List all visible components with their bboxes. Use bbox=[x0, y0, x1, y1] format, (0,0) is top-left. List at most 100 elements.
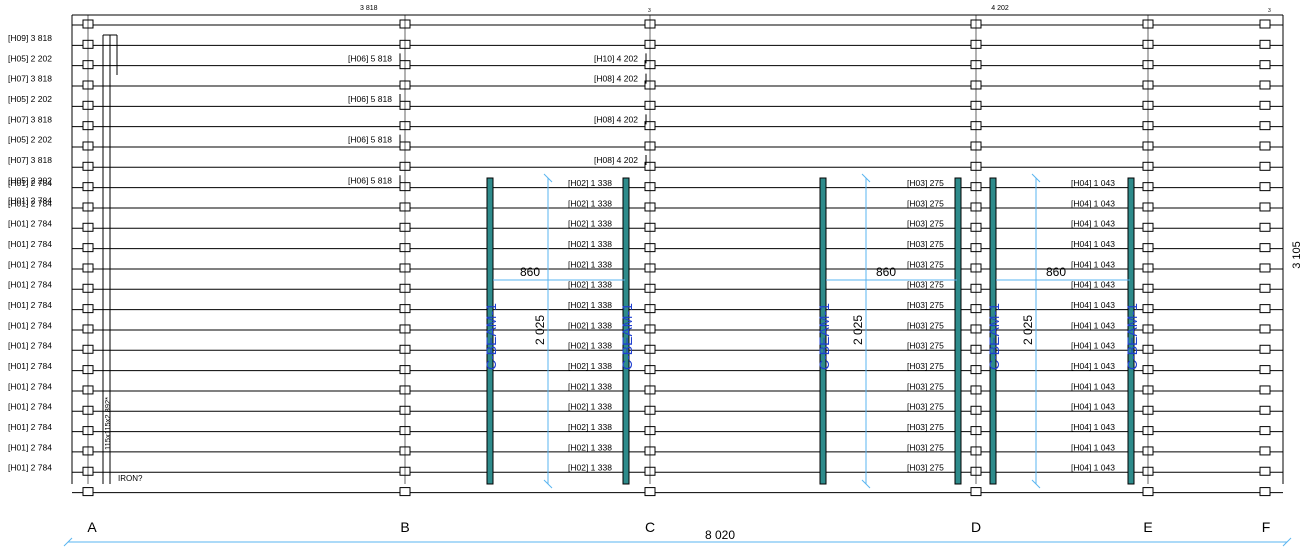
lower-row-label-d: [H03] 275 bbox=[907, 422, 944, 432]
lower-row-label-c: [H02] 1 338 bbox=[568, 320, 612, 330]
dim-tick bbox=[861, 173, 871, 183]
lower-row-label-e: [H04] 1 043 bbox=[1071, 361, 1115, 371]
lower-row-label-d: [H03] 275 bbox=[907, 320, 944, 330]
row-label-left: [H09] 3 818 bbox=[8, 33, 52, 43]
row-label-right: [H08] 4 202 bbox=[594, 114, 638, 124]
lower-row-label-left: [H01] 2 784 bbox=[8, 422, 52, 432]
lower-row-label-left: [H01] 2 784 bbox=[8, 463, 52, 473]
lower-row-label-e: [H04] 1 043 bbox=[1071, 402, 1115, 412]
joint-square bbox=[1259, 324, 1271, 334]
joint-square bbox=[1142, 487, 1154, 497]
joint-square bbox=[1259, 202, 1271, 212]
lower-row-label-left: [H01] 2 784 bbox=[8, 341, 52, 351]
row-label-mid: [H06] 5 818 bbox=[348, 175, 392, 185]
c-beam-label: C-BEAM-1 bbox=[483, 303, 499, 370]
right-dim: 3 105 bbox=[1291, 241, 1303, 269]
joint-square bbox=[1259, 487, 1271, 497]
joint-square bbox=[644, 487, 656, 497]
lower-row-label-left: [H01] 2 784 bbox=[8, 381, 52, 391]
row-label-mid: [H06] 5 818 bbox=[348, 94, 392, 104]
c-beam-member bbox=[1127, 177, 1135, 485]
joint-square bbox=[1259, 121, 1271, 131]
dim-tick bbox=[1282, 537, 1292, 547]
lower-row-label-left: [H01] 2 784 bbox=[8, 320, 52, 330]
joint-square bbox=[1259, 446, 1271, 456]
row-label-left: [H07] 3 818 bbox=[8, 114, 52, 124]
lower-row-label-d: [H03] 275 bbox=[907, 178, 944, 188]
joint-square bbox=[1259, 283, 1271, 293]
lower-row-label-c: [H02] 1 338 bbox=[568, 300, 612, 310]
lower-row-label-e: [H04] 1 043 bbox=[1071, 198, 1115, 208]
joint-square bbox=[82, 487, 94, 497]
lower-row-label-left: [H01] 2 784 bbox=[8, 442, 52, 452]
lower-row-label-left: [H01] 2 784 bbox=[8, 198, 52, 208]
opening-width-label: 860 bbox=[876, 265, 896, 279]
lower-row-label-c: [H02] 1 338 bbox=[568, 402, 612, 412]
row-label-left: [H01] 2 784 bbox=[8, 196, 52, 206]
c-beam-member bbox=[622, 177, 630, 485]
lower-row-label-d: [H03] 275 bbox=[907, 463, 944, 473]
lower-row-label-c: [H02] 1 338 bbox=[568, 422, 612, 432]
grid-label-d: D bbox=[971, 519, 981, 535]
row-label-right: [H08] 4 202 bbox=[594, 74, 638, 84]
lower-row-label-c: [H02] 1 338 bbox=[568, 280, 612, 290]
lower-row-label-c: [H02] 1 338 bbox=[568, 442, 612, 452]
lower-row-label-c: [H02] 1 338 bbox=[568, 341, 612, 351]
lower-row-label-c: [H02] 1 338 bbox=[568, 381, 612, 391]
joint-square bbox=[1259, 222, 1271, 232]
joint-square bbox=[1259, 19, 1271, 29]
row-label-left: [H07] 3 818 bbox=[8, 74, 52, 84]
joint-square bbox=[1259, 263, 1271, 273]
iron-note: IRON? bbox=[118, 474, 143, 483]
lower-row-label-d: [H03] 275 bbox=[907, 381, 944, 391]
c-beam-member bbox=[486, 177, 494, 485]
lower-row-label-d: [H03] 275 bbox=[907, 198, 944, 208]
dim-tick bbox=[1031, 479, 1041, 489]
lower-row-label-e: [H04] 1 043 bbox=[1071, 422, 1115, 432]
lower-row-label-e: [H04] 1 043 bbox=[1071, 280, 1115, 290]
opening-height-label: 2 025 bbox=[533, 315, 547, 345]
lower-row-label-e: [H04] 1 043 bbox=[1071, 463, 1115, 473]
opening-height-label: 2 025 bbox=[1021, 315, 1035, 345]
lower-row-label-left: [H01] 2 784 bbox=[8, 239, 52, 249]
lower-row-label-d: [H03] 275 bbox=[907, 239, 944, 249]
lower-row-label-e: [H04] 1 043 bbox=[1071, 259, 1115, 269]
lower-row-label-c: [H02] 1 338 bbox=[568, 259, 612, 269]
row-label-mid: [H06] 5 818 bbox=[348, 135, 392, 145]
joint-square bbox=[1259, 80, 1271, 90]
row-label-left: [H05] 2 202 bbox=[8, 94, 52, 104]
c-beam-member bbox=[819, 177, 827, 485]
top-dim-small-right: 3 bbox=[1268, 8, 1271, 14]
grid-label-b: B bbox=[400, 519, 409, 535]
lower-row-label-d: [H03] 275 bbox=[907, 300, 944, 310]
lower-row-label-d: [H03] 275 bbox=[907, 219, 944, 229]
opening-width-label: 860 bbox=[1046, 265, 1066, 279]
joint-square bbox=[1259, 161, 1271, 171]
dim-tick bbox=[543, 173, 553, 183]
lower-row-label-left: [H01] 2 784 bbox=[8, 300, 52, 310]
joint-square bbox=[1259, 405, 1271, 415]
lower-row-label-d: [H03] 275 bbox=[907, 259, 944, 269]
lower-row-label-e: [H04] 1 043 bbox=[1071, 341, 1115, 351]
lower-row-label-d: [H03] 275 bbox=[907, 280, 944, 290]
lower-row-label-d: [H03] 275 bbox=[907, 341, 944, 351]
dim-tick bbox=[543, 479, 553, 489]
lower-row-label-e: [H04] 1 043 bbox=[1071, 320, 1115, 330]
c-beam-member bbox=[989, 177, 997, 485]
lower-row-label-c: [H02] 1 338 bbox=[568, 219, 612, 229]
joint-square bbox=[1259, 39, 1271, 49]
lower-row-label-left: [H01] 2 784 bbox=[8, 361, 52, 371]
row-label-right: [H08] 4 202 bbox=[594, 155, 638, 165]
lower-row-label-d: [H03] 275 bbox=[907, 442, 944, 452]
lower-row-label-left: [H01] 2 784 bbox=[8, 259, 52, 269]
row-label-left: [H07] 3 818 bbox=[8, 155, 52, 165]
lower-row-label-d: [H03] 275 bbox=[907, 402, 944, 412]
lower-row-label-d: [H03] 275 bbox=[907, 361, 944, 371]
lower-row-label-e: [H04] 1 043 bbox=[1071, 300, 1115, 310]
joint-square bbox=[1259, 466, 1271, 476]
c-beam-label: C-BEAM-1 bbox=[1124, 303, 1140, 370]
joint-square bbox=[1259, 385, 1271, 395]
joint-square bbox=[1259, 344, 1271, 354]
